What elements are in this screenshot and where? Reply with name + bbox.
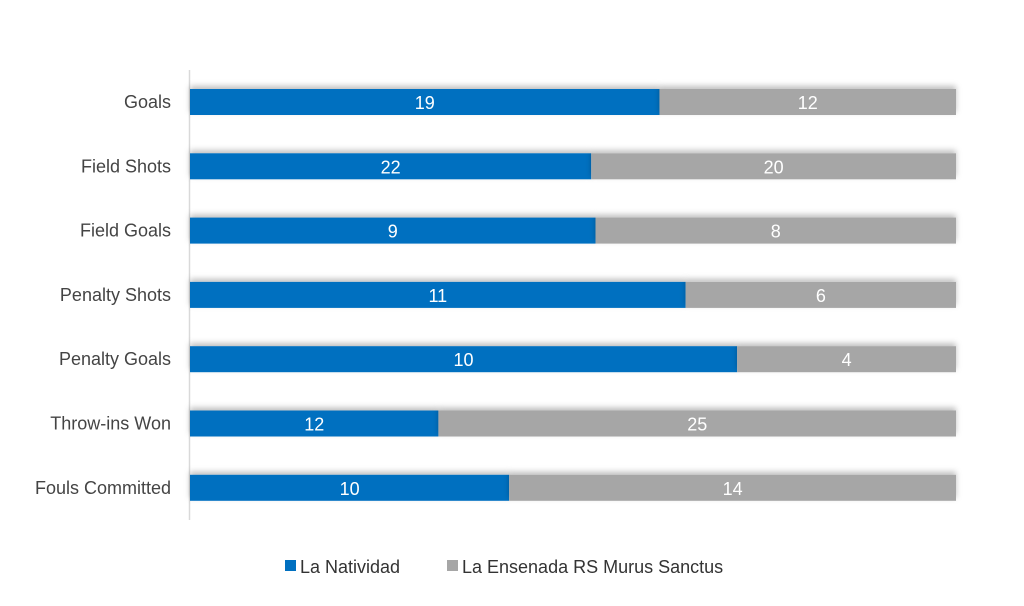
category-label: Throw-ins Won	[50, 414, 171, 434]
data-label: 14	[723, 479, 743, 499]
data-label: 10	[454, 350, 474, 370]
bar-segment-la-ensenada	[595, 217, 956, 244]
data-label: 6	[816, 286, 826, 306]
legend-swatch	[447, 560, 458, 571]
data-label: 9	[388, 222, 398, 242]
legend: La Natividad La Ensenada RS Murus Sanctus	[285, 557, 723, 577]
data-label: 12	[798, 93, 818, 113]
bar-segment-la-natividad	[190, 89, 660, 115]
bar-segment-la-ensenada	[509, 474, 956, 501]
category-label: Field Goals	[80, 221, 171, 241]
bar-segment-la-ensenada	[737, 346, 956, 373]
bar-segment-la-natividad	[190, 474, 510, 501]
data-label: 12	[304, 415, 324, 435]
bar-segment-la-natividad	[190, 153, 592, 180]
data-label: 20	[764, 157, 784, 177]
bar-segment-la-ensenada	[685, 281, 956, 308]
data-label: 25	[687, 415, 707, 435]
category-label: Penalty Goals	[59, 349, 171, 369]
bar-segment-la-natividad	[190, 346, 738, 373]
legend-label: La Ensenada RS Murus Sanctus	[462, 557, 723, 577]
legend-swatch	[285, 560, 296, 571]
data-label: 19	[415, 93, 435, 113]
bar-segment-la-natividad	[190, 410, 439, 437]
data-label: 22	[381, 157, 401, 177]
bar-segment-la-natividad	[190, 217, 596, 244]
data-label: 4	[842, 350, 852, 370]
category-label: Field Shots	[81, 156, 171, 176]
data-label: 10	[340, 479, 360, 499]
bar-segment-la-natividad	[190, 281, 686, 308]
bar-segment-la-ensenada	[591, 153, 956, 180]
bar-segment-la-ensenada	[438, 410, 956, 437]
category-label: Goals	[124, 92, 171, 112]
data-label: 11	[428, 286, 447, 306]
bar-segment-la-ensenada	[659, 89, 956, 115]
category-label: Penalty Shots	[60, 285, 171, 305]
data-label: 8	[771, 222, 781, 242]
category-label: Fouls Committed	[35, 478, 171, 498]
legend-label: La Natividad	[300, 557, 400, 577]
